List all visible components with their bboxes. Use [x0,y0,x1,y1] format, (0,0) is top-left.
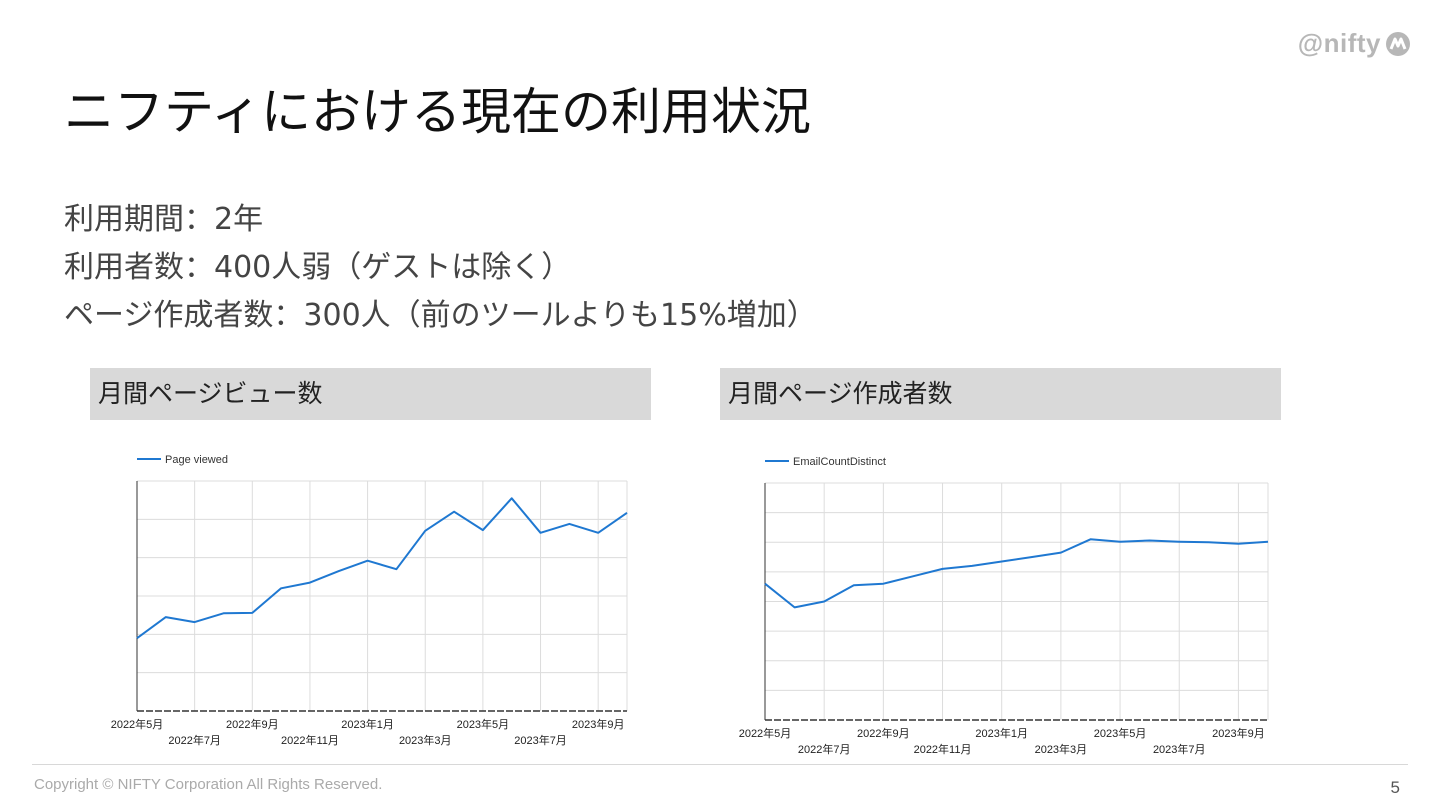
x-tick-label: 2022年11月 [914,742,972,756]
x-tick-label: 2023年7月 [1153,742,1206,756]
series-line-0 [136,497,628,640]
x-tick-label: 2022年11月 [281,733,339,747]
logo-text: @nifty [1297,28,1381,58]
x-tick-label: 2022年5月 [111,717,164,731]
nifty-logo: @nifty [1298,28,1412,59]
x-tick-label: 2023年9月 [572,717,625,731]
x-tick-label: 2022年5月 [739,726,792,740]
x-tick-label: 2023年1月 [341,717,394,731]
x-tick-label: 2023年5月 [457,717,510,731]
slide-title: ニフティにおける現在の利用状況 [64,83,811,141]
x-tick-label: 2023年1月 [975,726,1028,740]
x-tick-label: 2022年7月 [798,742,851,756]
legend-label: Page viewed [165,454,228,466]
usage-period-item: 利用期間：2年 [64,202,264,237]
x-tick-label: 2023年3月 [1035,742,1088,756]
page-creator-count-item: ページ作成者数：300人（前のツールよりも15%増加） [64,298,817,333]
x-tick-label: 2022年9月 [857,726,910,740]
pageviews-line-chart: Page viewed 2022年5月 2022年9月 2023年1月 2023年5月 2… [111,454,628,747]
x-tick-label: 2022年7月 [168,733,221,747]
copyright-text: Copyright © NIFTY Corporation All Rights… [34,776,383,793]
usage-summary-list: 利用期間：2年 利用者数：400人弱（ゲストは除く） ページ作成者数：300人（… [64,196,817,340]
x-tick-label: 2023年9月 [1212,726,1265,740]
footer-divider [32,764,1408,765]
series-line-0 [764,538,1269,609]
user-count-item: 利用者数：400人弱（ゲストは除く） [64,250,572,285]
legend-label: EmailCountDistinct [793,456,886,468]
page-number: 5 [1390,778,1400,797]
nifty-logo-mark-icon [1386,31,1410,56]
chart-legend: Page viewed [137,454,228,466]
x-tick-label: 2023年7月 [514,733,567,747]
chart-legend: EmailCountDistinct [765,456,886,468]
x-tick-label: 2022年9月 [226,717,279,731]
monthly-page-creators-heading: 月間ページ作成者数 [720,368,1281,420]
x-tick-label: 2023年3月 [399,733,452,747]
x-tick-label: 2023年5月 [1094,726,1147,740]
monthly-pageviews-heading: 月間ページビュー数 [90,368,651,420]
